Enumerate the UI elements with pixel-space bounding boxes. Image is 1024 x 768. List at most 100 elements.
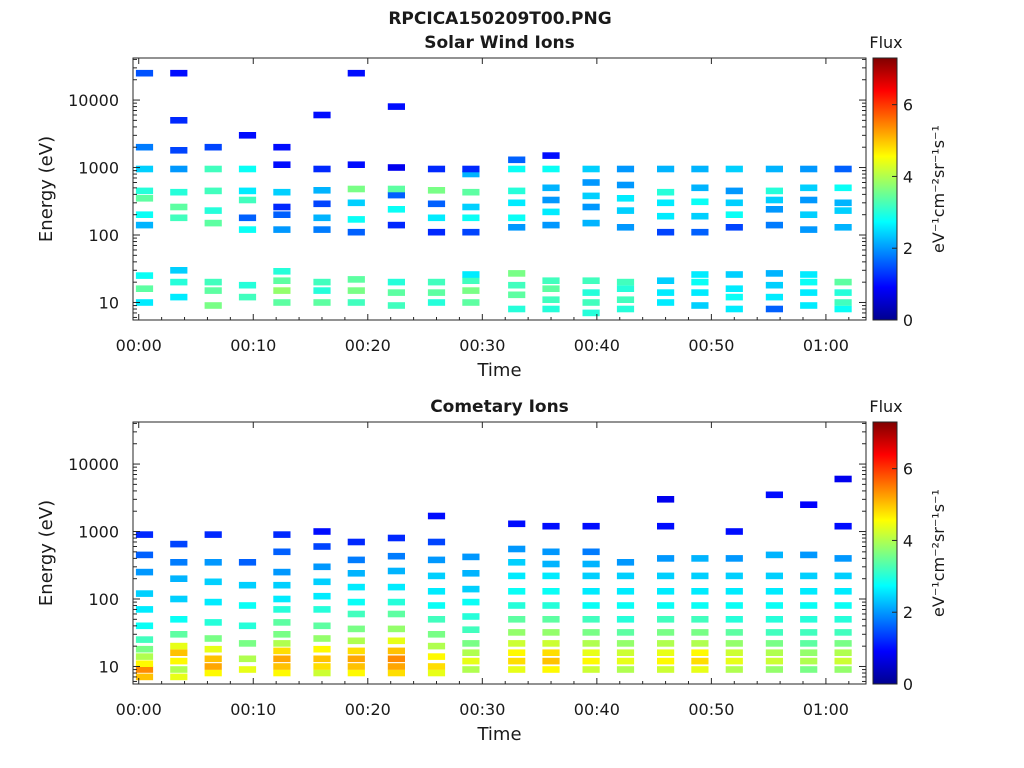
x-tick-label: 00:20 (345, 700, 391, 719)
heatmap-cell (582, 299, 600, 306)
heatmap-cell (800, 302, 818, 309)
heatmap-cell (135, 143, 154, 151)
heatmap-cell (834, 305, 852, 313)
heatmap-cell (616, 165, 635, 173)
heatmap-cell (204, 278, 222, 286)
heatmap-cell (582, 548, 600, 556)
heatmap-cell (347, 610, 365, 618)
heatmap-cell (616, 572, 635, 580)
heatmap-cell (657, 199, 675, 207)
heatmap-cell (542, 602, 560, 609)
heatmap-cell (800, 657, 818, 665)
heatmap-cell (273, 143, 291, 151)
heatmap-cell (582, 219, 600, 227)
x-tick-label: 00:50 (688, 336, 734, 355)
heatmap-cell (387, 164, 405, 171)
heatmap-cell (657, 640, 675, 647)
heatmap-cell (347, 287, 365, 294)
heatmap-cell (542, 666, 560, 673)
heatmap-cell (800, 616, 818, 623)
colorbar-tick-label: 0 (903, 675, 913, 694)
heatmap-cell (582, 640, 600, 647)
heatmap-cell (204, 287, 222, 294)
heatmap-cell (800, 588, 818, 595)
heatmap-cell (273, 211, 291, 218)
heatmap-cell (725, 199, 743, 207)
heatmap-cell (387, 647, 405, 655)
heatmap-cell (834, 555, 852, 562)
heatmap-cell (313, 200, 331, 208)
heatmap-cell (273, 226, 291, 233)
heatmap-cell (691, 640, 709, 647)
heatmap-cell (387, 191, 405, 199)
heatmap-cell (427, 653, 446, 660)
x-axis-label: Time (476, 360, 521, 381)
heatmap-cell (387, 185, 405, 193)
heatmap-cells (135, 475, 852, 681)
heatmap-cell (508, 224, 526, 231)
heatmap-cell (616, 588, 635, 595)
heatmap-cell (347, 655, 365, 663)
heatmap-cell (691, 572, 709, 580)
heatmap-cell (273, 581, 291, 589)
heatmap-cell (273, 568, 291, 576)
heatmap-cell (582, 277, 600, 284)
heatmap-cell (135, 606, 154, 613)
heatmap-cell (725, 602, 743, 609)
heatmap-cell (582, 289, 600, 296)
heatmap-cell (691, 629, 709, 636)
heatmap-cell (170, 559, 188, 566)
heatmap-cell (170, 293, 188, 301)
heatmap-cell (238, 622, 257, 630)
heatmap-cell (462, 214, 480, 222)
heatmap-cell (834, 666, 852, 673)
heatmap-cell (273, 640, 291, 647)
heatmap-cell (273, 655, 291, 663)
heatmap-cell (834, 640, 852, 647)
heatmap-cell (725, 616, 743, 623)
heatmap-cell (313, 663, 331, 670)
heatmap-cell (691, 165, 709, 173)
heatmap-cell (800, 271, 818, 278)
heatmap-cell (800, 602, 818, 609)
heatmap-cell (725, 572, 743, 580)
heatmap-cell (462, 170, 480, 178)
heatmap-cell (542, 196, 560, 204)
heatmap-cell (204, 578, 222, 586)
heatmap-cell (582, 309, 600, 317)
panel-solar-wind-ions: Solar Wind Ions 00:00 00:10 00:20 00:30 00:40… (36, 33, 948, 381)
heatmap-cell (135, 666, 154, 673)
heatmap-cell (542, 184, 560, 192)
heatmap-cell (204, 559, 222, 566)
heatmap-cell (582, 560, 600, 568)
heatmap-cell (273, 647, 291, 655)
heatmap-cell (800, 551, 818, 559)
heatmap-cell (462, 626, 480, 633)
heatmap-cell (657, 299, 675, 306)
heatmap-cell (508, 602, 526, 609)
heatmap-cell (765, 165, 783, 173)
heatmap-cell (204, 669, 222, 677)
heatmap-cell (427, 556, 446, 564)
heatmap-cell (691, 555, 709, 562)
heatmap-cell (725, 187, 743, 195)
heatmap-cell (462, 299, 480, 306)
heatmap-cell (834, 629, 852, 636)
heatmap-cell (582, 192, 600, 200)
heatmap-cell (765, 616, 783, 623)
heatmap-cell (462, 271, 480, 278)
heatmap-cell (616, 649, 635, 656)
figure-title: RPCICA150209T00.PNG (388, 9, 611, 29)
heatmap-cell (170, 69, 188, 77)
heatmap-cell (691, 602, 709, 609)
colorbar-tick-label: 6 (903, 460, 913, 479)
heatmap-cell (273, 669, 291, 677)
heatmap-cell (582, 602, 600, 609)
heatmap-cell (542, 152, 560, 159)
heatmap-cell (313, 606, 331, 613)
heatmap-cell (170, 540, 188, 548)
heatmap-cell (462, 188, 480, 196)
heatmap-cell (800, 666, 818, 673)
heatmap-cell (313, 543, 331, 550)
heatmap-cell (462, 598, 480, 606)
